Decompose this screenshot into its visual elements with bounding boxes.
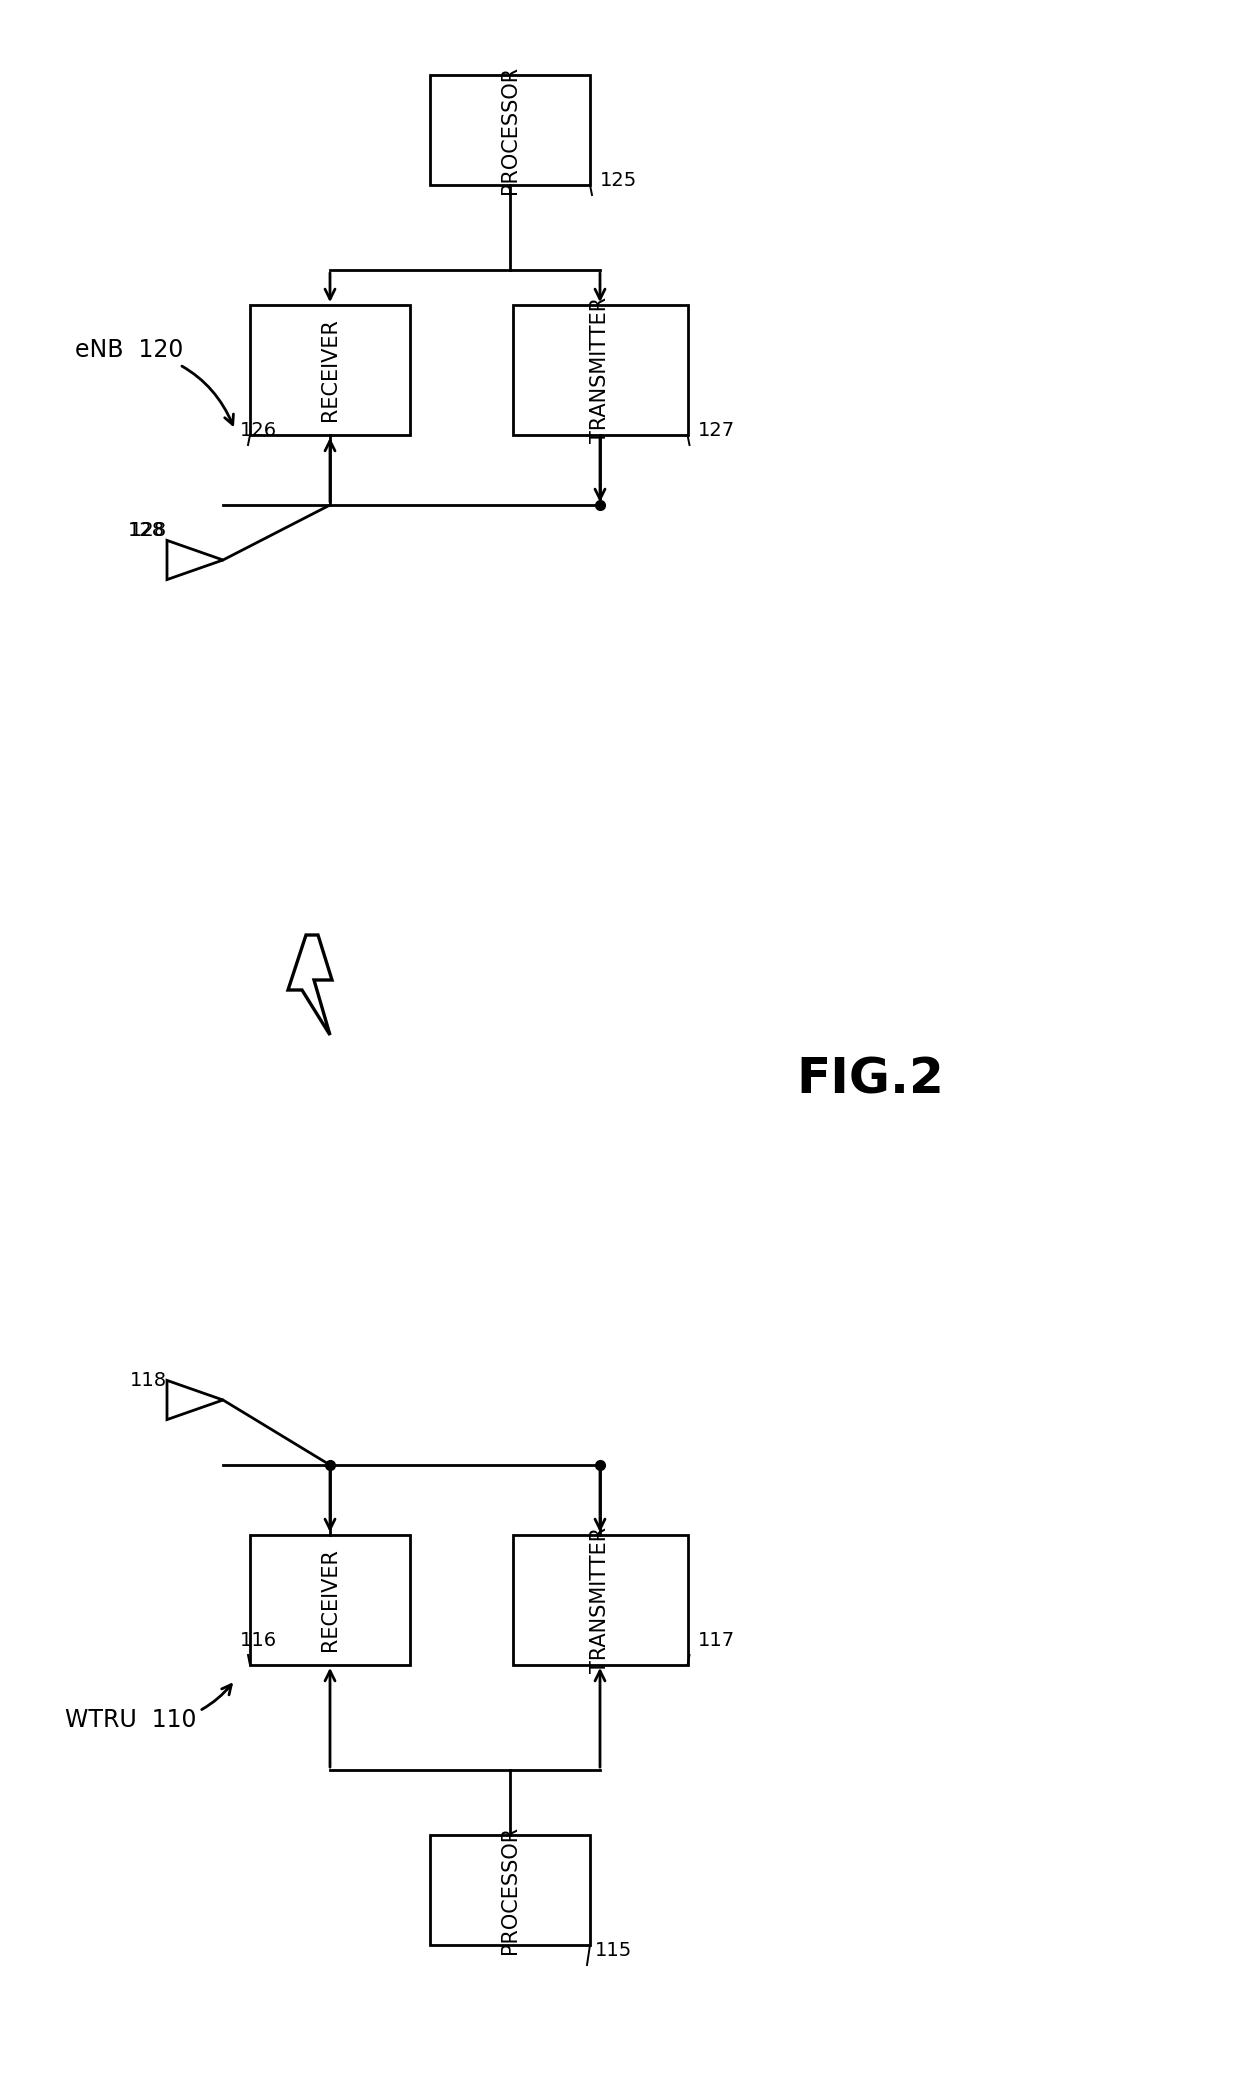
Text: TRANSMITTER: TRANSMITTER	[590, 297, 610, 442]
Text: 127: 127	[697, 421, 734, 440]
Text: 128: 128	[130, 521, 167, 540]
Polygon shape	[167, 1381, 223, 1420]
Text: WTRU  110: WTRU 110	[64, 1684, 232, 1731]
Text: 128: 128	[128, 521, 165, 540]
Bar	[430, 75, 590, 185]
Text: 126: 126	[241, 421, 277, 440]
Text: PROCESSOR: PROCESSOR	[500, 1827, 520, 1954]
Text: FIG.2: FIG.2	[796, 1057, 944, 1104]
Text: 125: 125	[600, 170, 637, 191]
Bar	[250, 305, 410, 436]
Text: 118: 118	[130, 1370, 167, 1389]
Polygon shape	[288, 934, 332, 1036]
Text: eNB  120: eNB 120	[74, 338, 233, 426]
Text: 117: 117	[697, 1632, 734, 1650]
Polygon shape	[167, 540, 223, 579]
Bar	[512, 1534, 687, 1665]
Text: RECEIVER: RECEIVER	[320, 1549, 340, 1650]
Text: RECEIVER: RECEIVER	[320, 318, 340, 421]
Bar	[512, 305, 687, 436]
Text: TRANSMITTER: TRANSMITTER	[590, 1528, 610, 1673]
Bar	[430, 1835, 590, 1945]
Text: PROCESSOR: PROCESSOR	[500, 66, 520, 193]
Bar	[250, 1534, 410, 1665]
Text: 115: 115	[595, 1941, 632, 1960]
Text: 116: 116	[241, 1632, 277, 1650]
